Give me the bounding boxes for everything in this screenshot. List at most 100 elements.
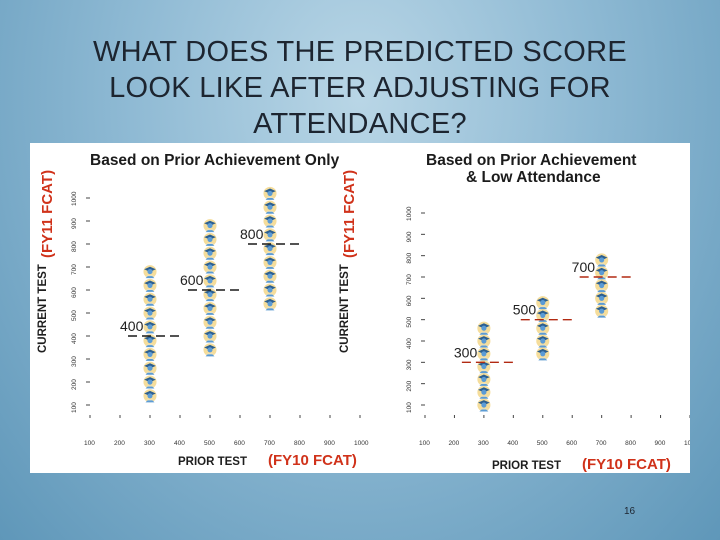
y-tick-label: 400 <box>71 333 78 344</box>
y-tick-label: 1000 <box>71 191 78 206</box>
y-tick-label: 200 <box>71 379 78 390</box>
x-tick-label: 300 <box>144 440 155 447</box>
chart-figure: Based on Prior Achievement Only CURRENT T… <box>30 143 690 473</box>
chart-panel-2: Based on Prior Achievement& Low Attendan… <box>339 152 690 473</box>
x-tick-label: 600 <box>234 440 245 447</box>
student-icon <box>476 372 491 387</box>
student-group-400: 400 <box>120 264 180 403</box>
y-tick-group: 700 <box>71 264 78 275</box>
x-tick-label: 100 <box>84 440 95 447</box>
student-icon <box>535 334 550 348</box>
y-tick-group: 1000 <box>71 191 78 206</box>
y-tick-group: 300 <box>71 356 78 367</box>
x-tick-label: 900 <box>655 440 666 447</box>
y-tick-label: 200 <box>406 380 413 391</box>
y-tick-label: 100 <box>71 402 78 413</box>
student-group-300: 300 <box>454 321 514 412</box>
y-tick-group: 100 <box>71 402 78 413</box>
predicted-score-label: 300 <box>454 344 478 360</box>
student-icon <box>476 334 491 348</box>
student-icon <box>535 295 550 310</box>
y-axis-label-red: (FY11 FCAT) <box>341 170 358 258</box>
y-tick-group: 500 <box>71 310 78 321</box>
student-icon <box>143 292 157 307</box>
slide-title-line-2: LOOK LIKE AFTER ADJUSTING FOR <box>109 72 611 104</box>
student-icon <box>263 296 277 311</box>
student-icon <box>263 269 277 284</box>
chart-panel-1: Based on Prior Achievement Only CURRENT T… <box>37 152 369 469</box>
predicted-score-label: 400 <box>120 318 144 334</box>
student-icon <box>203 273 217 288</box>
student-icon <box>263 200 277 215</box>
x-tick-label: 100 <box>419 440 430 447</box>
student-icon <box>143 375 157 389</box>
y-tick-label: 500 <box>406 316 413 327</box>
y-tick-label: 600 <box>71 287 78 298</box>
y-tick-label: 300 <box>406 359 413 370</box>
x-axis-label-red: (FY10 FCAT) <box>268 452 357 469</box>
slide-title: WHAT DOES THE PREDICTED SCORE LOOK LIKE … <box>40 34 680 142</box>
x-tick-label: 900 <box>324 440 335 447</box>
y-tick-group: 600 <box>71 287 78 298</box>
student-icon <box>203 329 217 343</box>
y-axis-label: CURRENT TEST <box>339 264 351 353</box>
student-icon <box>263 214 277 228</box>
y-axis-label-red-group: (FY11 FCAT) <box>39 170 56 258</box>
chart-title-line-1: Based on Prior Achievement Only <box>90 152 340 169</box>
student-icon <box>143 306 157 320</box>
x-tick-label: 700 <box>596 440 607 447</box>
student-icon <box>594 252 609 267</box>
y-tick-group: 1000 <box>406 206 413 221</box>
y-tick-label: 900 <box>406 231 413 242</box>
y-tick-group: 900 <box>71 218 78 229</box>
y-tick-group: 200 <box>406 380 413 391</box>
y-tick-group: 400 <box>71 333 78 344</box>
y-axis-label: CURRENT TEST <box>37 264 49 353</box>
student-icon <box>143 319 157 334</box>
student-group-800: 800 <box>240 186 300 311</box>
x-tick-label: 600 <box>566 440 577 447</box>
x-tick-label: 300 <box>478 440 489 447</box>
x-tick-label: 800 <box>625 440 636 447</box>
x-tick-label: 1000 <box>684 440 690 447</box>
student-icon <box>203 301 217 316</box>
student-icon <box>203 246 217 261</box>
x-tick-label: 400 <box>174 440 185 447</box>
student-icon <box>143 361 157 376</box>
y-tick-label: 500 <box>71 310 78 321</box>
y-tick-group: 400 <box>406 338 413 349</box>
page-number: 16 <box>624 506 636 517</box>
chart-title-line-1: Based on Prior Achievement <box>426 152 636 169</box>
student-icon <box>203 260 217 274</box>
y-axis-label-main: CURRENT TEST <box>339 264 351 353</box>
student-group-500: 500 <box>513 295 573 361</box>
y-tick-group: 800 <box>71 241 78 252</box>
student-icon <box>263 186 277 201</box>
student-icon <box>476 385 491 400</box>
student-icon <box>143 278 157 293</box>
x-tick-label: 400 <box>507 440 518 447</box>
y-tick-group: 700 <box>406 274 413 285</box>
y-tick-label: 1000 <box>406 206 413 221</box>
y-tick-group: 300 <box>406 359 413 370</box>
x-axis-label-red: (FY10 FCAT) <box>582 456 671 473</box>
student-icon <box>143 264 157 279</box>
student-icon <box>476 346 491 361</box>
y-tick-label: 700 <box>71 264 78 275</box>
y-tick-group: 100 <box>406 402 413 413</box>
student-icon <box>594 304 609 319</box>
x-tick-label: 500 <box>537 440 548 447</box>
student-icon <box>263 255 277 270</box>
y-axis-label-main: CURRENT TEST <box>37 264 49 353</box>
y-tick-group: 600 <box>406 295 413 306</box>
slide-title-line-1: WHAT DOES THE PREDICTED SCORE <box>93 36 627 68</box>
student-icon <box>203 342 217 357</box>
student-group-700: 700 <box>572 252 632 319</box>
student-icon <box>263 227 277 242</box>
y-tick-group: 500 <box>406 316 413 327</box>
student-icon <box>476 321 491 336</box>
y-tick-label: 400 <box>406 338 413 349</box>
x-tick-label: 200 <box>114 440 125 447</box>
y-tick-label: 100 <box>406 402 413 413</box>
charts-svg: Based on Prior Achievement Only CURRENT T… <box>37 152 690 473</box>
